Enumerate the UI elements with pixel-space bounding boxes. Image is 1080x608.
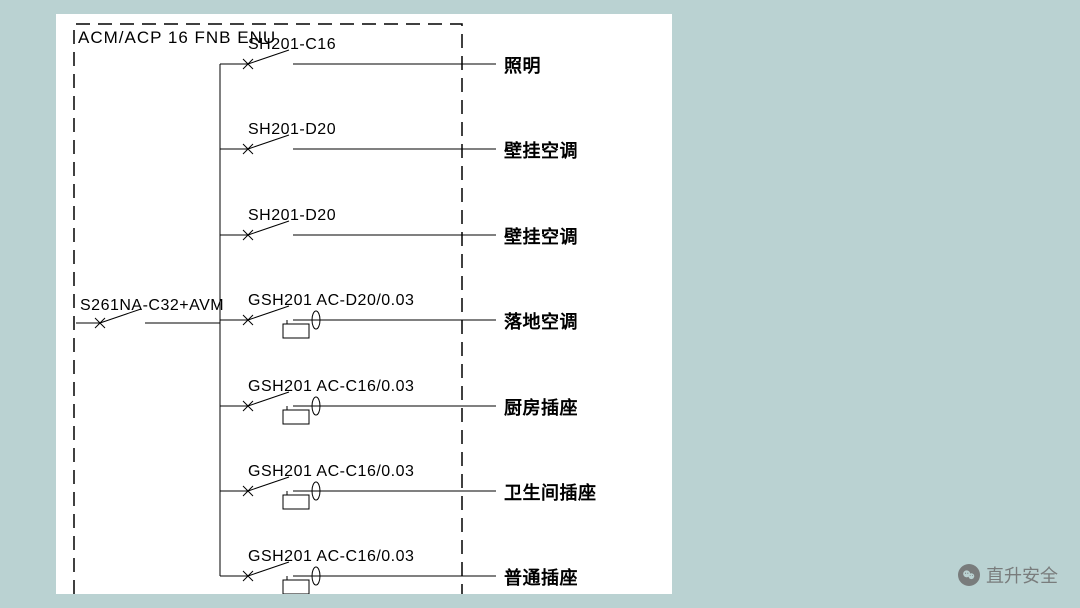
wechat-icon bbox=[958, 564, 980, 586]
panel-model-header: ACM/ACP 16 FNB ENU bbox=[78, 28, 276, 48]
breaker-model: GSH201 AC-C16/0.03 bbox=[248, 548, 414, 566]
breaker-model: SH201-C16 bbox=[248, 36, 336, 54]
breaker-model: SH201-D20 bbox=[248, 207, 336, 225]
watermark: 直升安全 bbox=[958, 562, 1058, 588]
circuit-name: 壁挂空调 bbox=[504, 223, 578, 249]
main-breaker-label: S261NA-C32+AVM bbox=[80, 297, 224, 315]
circuit-name: 照明 bbox=[504, 52, 541, 78]
breaker-model: SH201-D20 bbox=[248, 121, 336, 139]
breaker-model: GSH201 AC-D20/0.03 bbox=[248, 292, 414, 310]
circuit-name: 落地空调 bbox=[504, 308, 578, 334]
breaker-model: GSH201 AC-C16/0.03 bbox=[248, 463, 414, 481]
circuit-name: 普通插座 bbox=[504, 564, 578, 590]
circuit-name: 卫生间插座 bbox=[504, 479, 597, 505]
watermark-text: 直升安全 bbox=[986, 562, 1058, 588]
breaker-model: GSH201 AC-C16/0.03 bbox=[248, 378, 414, 396]
wiring-diagram: ACM/ACP 16 FNB ENU S261NA-C32+AVM SH201-… bbox=[56, 14, 672, 594]
circuit-name: 厨房插座 bbox=[504, 394, 578, 420]
circuit-name: 壁挂空调 bbox=[504, 137, 578, 163]
